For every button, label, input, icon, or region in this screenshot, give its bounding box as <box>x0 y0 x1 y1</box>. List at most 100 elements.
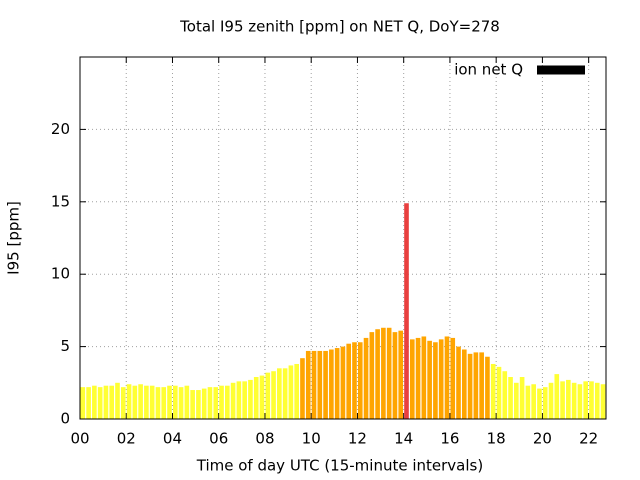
bar <box>334 348 340 419</box>
bar <box>155 387 161 419</box>
bar <box>259 375 265 419</box>
x-tick-label: 02 <box>117 430 136 448</box>
y-tick-label: 20 <box>51 120 70 138</box>
bar <box>236 381 242 419</box>
bar <box>242 381 247 419</box>
bar <box>427 340 432 419</box>
legend-label: ion net Q <box>454 61 523 79</box>
bar <box>196 390 201 419</box>
plot-frame <box>79 56 607 420</box>
bar <box>381 327 386 419</box>
bar <box>363 337 369 419</box>
bar <box>92 385 97 419</box>
bar <box>542 387 548 419</box>
bar <box>265 372 271 419</box>
bar <box>167 385 172 419</box>
bar <box>537 388 542 419</box>
bar <box>230 382 236 419</box>
bar <box>201 388 207 419</box>
bar <box>438 339 444 419</box>
bar <box>398 330 404 419</box>
bar <box>253 377 259 419</box>
y-tick-label: 5 <box>60 337 70 355</box>
bar <box>329 349 334 419</box>
bar <box>461 349 467 419</box>
x-tick-label: 18 <box>487 430 506 448</box>
bar <box>115 382 120 419</box>
bar <box>225 385 230 419</box>
bar <box>184 385 190 419</box>
bar <box>248 379 253 419</box>
x-tick-label: 06 <box>209 430 228 448</box>
bar <box>340 346 346 419</box>
bar <box>496 366 502 419</box>
bar <box>600 384 606 419</box>
y-axis-label: I95 [ppm] <box>5 201 23 275</box>
bar <box>120 387 126 419</box>
x-tick-label: 10 <box>302 430 321 448</box>
bar <box>560 381 565 419</box>
bar <box>138 384 143 419</box>
bar <box>352 342 357 419</box>
bar <box>161 387 167 419</box>
bar <box>554 374 560 419</box>
bar <box>86 387 91 419</box>
bar <box>190 390 195 419</box>
bar <box>277 368 282 419</box>
bar <box>172 385 178 419</box>
bar <box>97 387 103 419</box>
bar <box>317 350 323 419</box>
bar <box>404 203 409 419</box>
bar <box>450 337 456 419</box>
bar <box>311 350 317 419</box>
bar <box>583 381 589 419</box>
bar <box>149 385 155 419</box>
bar <box>386 327 392 419</box>
bar <box>473 352 479 419</box>
bar <box>508 377 513 419</box>
y-tick-label: 0 <box>60 410 70 428</box>
x-tick-label: 08 <box>255 430 274 448</box>
bar <box>589 381 594 419</box>
x-tick-label: 00 <box>70 430 89 448</box>
bar <box>444 336 450 419</box>
bar <box>548 382 554 419</box>
bar <box>357 342 363 419</box>
bar <box>271 371 276 419</box>
bar <box>456 346 461 419</box>
bar <box>80 387 86 419</box>
bar <box>294 363 299 419</box>
bar <box>594 382 600 419</box>
y-tick-label: 15 <box>51 192 70 210</box>
bar <box>421 336 427 419</box>
bar <box>571 382 577 419</box>
bar <box>178 387 184 419</box>
x-axis-label: Time of day UTC (15-minute intervals) <box>196 457 483 475</box>
bar <box>300 358 305 419</box>
x-tick-label: 16 <box>440 430 459 448</box>
bar <box>467 353 473 419</box>
bar <box>126 384 132 419</box>
x-tick-label: 14 <box>394 430 413 448</box>
y-tick-label: 10 <box>51 265 70 283</box>
bar <box>519 377 525 419</box>
bar <box>525 385 531 419</box>
bar <box>144 385 149 419</box>
bar <box>577 384 583 419</box>
x-tick-label: 12 <box>348 430 367 448</box>
bar <box>409 339 415 419</box>
bar <box>103 385 109 419</box>
bar <box>485 356 490 419</box>
bar <box>490 363 496 419</box>
x-tick-label: 04 <box>163 430 182 448</box>
bar <box>502 371 508 419</box>
bar <box>531 384 536 419</box>
bar <box>282 368 288 419</box>
bar <box>415 337 421 419</box>
chart-title: Total I95 zenith [ppm] on NET Q, DoY=278 <box>179 18 500 36</box>
bar <box>346 343 352 419</box>
bar <box>433 342 438 419</box>
bar <box>323 350 328 419</box>
x-tick-label: 20 <box>533 430 552 448</box>
